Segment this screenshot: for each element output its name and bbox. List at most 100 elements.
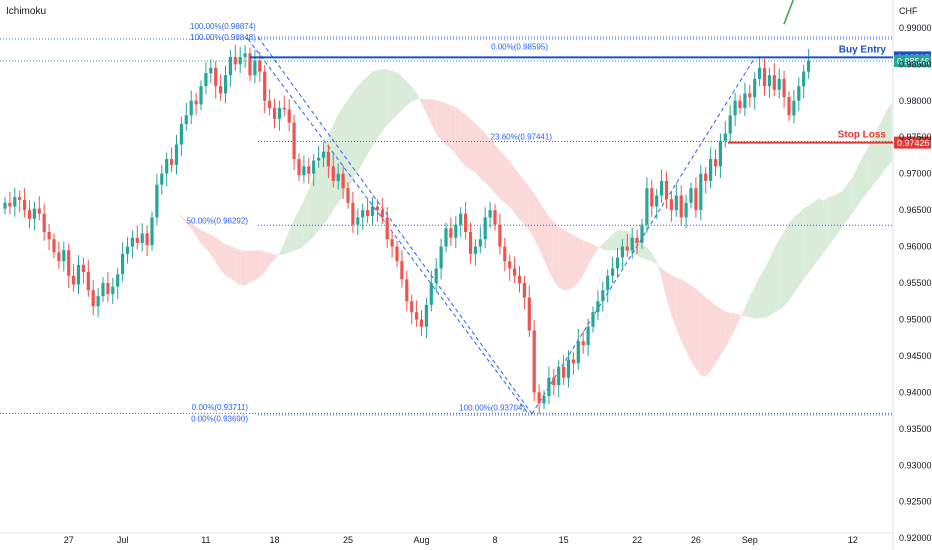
fib-label: 0.00%(0.93711): [192, 403, 249, 412]
candle-body: [336, 173, 340, 181]
candle-body: [503, 246, 507, 262]
candle-body: [419, 319, 424, 327]
cloud-segment-bullish: [416, 92, 422, 104]
cloud-segment-bearish: [573, 234, 579, 288]
candle-body: [341, 173, 345, 189]
cloud-segment-bullish: [289, 219, 295, 253]
candle-body: [454, 224, 458, 238]
candle-body: [723, 133, 727, 141]
cloud-segment-bearish: [240, 249, 246, 286]
time-tick-label: 12: [848, 535, 858, 545]
cloud-segment-bearish: [495, 144, 500, 199]
cloud-segment-bullish: [803, 206, 809, 279]
cloud-segment-bearish: [485, 133, 491, 188]
candle-body: [277, 108, 281, 119]
candle-body: [591, 312, 595, 327]
price-tick-label: 0.97500: [899, 132, 932, 142]
price-tag-stop-loss: [894, 136, 931, 149]
candle-body: [527, 297, 531, 331]
cloud-segment-bearish: [446, 103, 451, 149]
candle-body: [385, 217, 389, 240]
cloud-segment-bearish: [225, 244, 231, 279]
cloud-segment-bearish: [465, 114, 471, 170]
time-tick-label: 27: [64, 535, 74, 545]
candle-body: [738, 100, 742, 109]
cloud-segment-bullish: [401, 76, 407, 111]
fib-label: 23.60%(0.97441): [491, 133, 553, 142]
candle-body: [562, 366, 566, 378]
last-price-tag: [894, 54, 931, 67]
cloud-segment-bullish: [622, 230, 628, 252]
candle-body: [709, 159, 713, 181]
candle-body: [248, 53, 252, 76]
candle-body: [459, 213, 463, 225]
candle-body: [586, 326, 590, 345]
candle-body: [576, 341, 580, 364]
level-label-buy-entry: Buy Entry: [839, 44, 887, 55]
cloud-segment-bullish: [323, 135, 329, 226]
cloud-segment-bearish: [514, 168, 520, 220]
candle-body: [101, 283, 105, 297]
candle-body: [557, 366, 561, 386]
candle-body: [37, 208, 41, 214]
candle-body: [380, 210, 384, 218]
price-axis: 1.005001.000000.995000.990000.985000.980…: [899, 23, 932, 543]
candlestick-series: [3, 44, 811, 415]
cloud-segment-bullish: [411, 86, 417, 102]
cloud-segment-bearish: [499, 150, 505, 204]
cloud-segment-bearish: [196, 226, 201, 244]
candle-body: [317, 157, 321, 161]
cloud-segment-bullish: [867, 137, 873, 193]
candle-body: [772, 75, 776, 90]
cloud-segment-bullish: [769, 248, 775, 316]
price-tick-label: 0.94500: [899, 351, 932, 361]
cloud-segment-bullish: [607, 234, 613, 251]
chart-grid: [0, 0, 894, 550]
candle-body: [748, 93, 752, 98]
cloud-segment-bearish: [524, 180, 530, 231]
candle-body: [3, 202, 7, 209]
cloud-segment-bearish: [578, 237, 584, 283]
cloud-segment-bullish: [397, 72, 402, 115]
candle-body: [297, 159, 301, 176]
cloud-segment-bullish: [793, 213, 799, 294]
cloud-segment-bearish: [558, 225, 564, 291]
cloud-segment-bullish: [749, 287, 755, 319]
cloud-segment-bullish: [842, 183, 848, 227]
cloud-segment-bullish: [847, 177, 853, 220]
cloud-segment-bullish: [852, 167, 858, 213]
cloud-segment-bullish: [637, 239, 642, 259]
cloud-segment-bearish: [436, 100, 442, 141]
candle-body: [145, 233, 149, 246]
cloud-segment-bearish: [519, 174, 525, 225]
cloud-segment-bearish: [730, 312, 736, 339]
price-tag-text: 0.97426: [897, 138, 930, 148]
candle-body: [243, 53, 247, 58]
candle-body: [62, 250, 66, 262]
cloud-segment-bearish: [269, 252, 275, 265]
candle-body: [782, 78, 786, 98]
candle-body: [346, 188, 350, 203]
cloud-segment-bullish: [166, 207, 172, 210]
candle-body: [189, 100, 193, 116]
cloud-segment-bearish: [681, 279, 687, 351]
indicator-label[interactable]: Ichimoku: [6, 6, 47, 17]
time-tick-label: Sep: [742, 535, 758, 545]
candle-body: [258, 60, 262, 72]
cloud-segment-bullish: [617, 230, 623, 251]
candle-body: [508, 261, 512, 269]
cloud-segment-bearish: [245, 250, 250, 286]
candle-body: [351, 202, 355, 225]
cloud-segment-bullish: [357, 80, 363, 172]
cloud-segment-bullish: [299, 200, 304, 249]
candle-body: [395, 246, 399, 262]
cloud-segment-bearish: [676, 277, 682, 341]
cloud-segment-bearish: [715, 305, 721, 364]
candle-body: [370, 206, 375, 216]
cloud-segment-bearish: [450, 105, 456, 155]
candle-body: [32, 208, 36, 219]
cloud-segment-bearish: [210, 234, 216, 263]
currency-label: CHF: [899, 6, 918, 16]
candle-body: [27, 210, 32, 219]
